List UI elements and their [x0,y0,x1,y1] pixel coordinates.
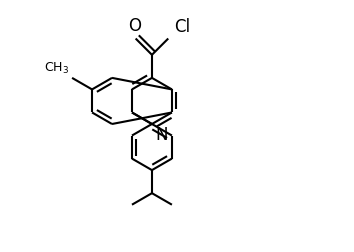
Text: N: N [155,126,167,144]
Text: O: O [128,17,141,35]
Text: Cl: Cl [175,18,191,36]
Text: CH$_3$: CH$_3$ [44,61,69,76]
